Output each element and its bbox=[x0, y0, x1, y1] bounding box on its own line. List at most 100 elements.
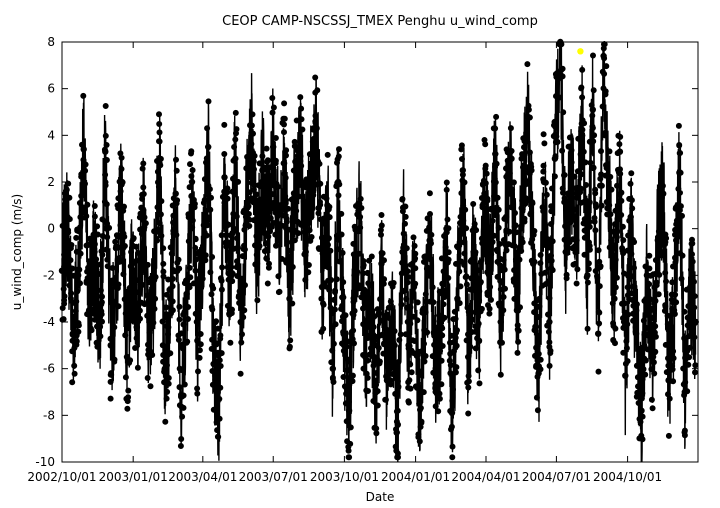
data-point bbox=[188, 178, 196, 186]
data-point bbox=[443, 225, 450, 232]
x-tick-label: 2003/07/01 bbox=[239, 470, 308, 484]
data-point bbox=[665, 377, 672, 384]
data-point bbox=[80, 146, 87, 153]
data-point bbox=[383, 377, 391, 384]
y-tick-label: 8 bbox=[47, 35, 55, 49]
data-point bbox=[259, 167, 266, 174]
data-point bbox=[670, 307, 678, 314]
data-point bbox=[324, 202, 331, 209]
data-point bbox=[486, 283, 494, 291]
y-tick-label: 0 bbox=[47, 222, 55, 236]
data-point bbox=[649, 353, 656, 361]
data-point bbox=[643, 272, 651, 279]
data-point bbox=[584, 272, 591, 279]
data-point bbox=[378, 260, 385, 267]
data-point bbox=[205, 143, 212, 151]
data-point bbox=[221, 174, 228, 181]
data-point bbox=[421, 307, 429, 314]
data-point bbox=[134, 314, 141, 321]
data-point bbox=[113, 283, 120, 291]
data-point bbox=[540, 178, 548, 186]
data-point bbox=[183, 290, 190, 298]
data-point bbox=[600, 52, 607, 60]
highlight-data-point bbox=[577, 48, 584, 55]
data-point bbox=[280, 160, 288, 167]
data-point bbox=[215, 395, 223, 403]
data-point bbox=[551, 155, 559, 162]
y-tick-label: -2 bbox=[43, 268, 55, 282]
data-marks bbox=[58, 38, 699, 463]
data-point bbox=[459, 167, 466, 174]
data-point bbox=[524, 113, 531, 120]
data-point bbox=[161, 365, 169, 372]
data-point bbox=[291, 190, 299, 197]
data-point bbox=[286, 295, 293, 302]
chart-title: CEOP CAMP-NSCSSJ_TMEX Penghu u_wind_comp bbox=[222, 14, 538, 29]
data-point bbox=[400, 204, 407, 211]
data-point bbox=[96, 323, 104, 330]
data-point bbox=[340, 330, 347, 337]
data-point bbox=[178, 393, 185, 400]
x-tick-label: 2003/01/01 bbox=[99, 470, 168, 484]
data-point bbox=[465, 353, 472, 361]
data-point bbox=[660, 190, 667, 197]
data-point bbox=[242, 213, 250, 221]
data-point bbox=[513, 307, 521, 314]
data-point bbox=[573, 237, 580, 244]
x-tick-label: 2004/10/01 bbox=[593, 470, 662, 484]
data-point bbox=[622, 372, 629, 379]
data-point bbox=[226, 307, 234, 314]
data-point bbox=[535, 370, 542, 377]
data-point bbox=[253, 260, 261, 267]
data-point bbox=[638, 407, 645, 414]
data-point bbox=[69, 330, 77, 337]
y-tick-label: 2 bbox=[47, 175, 55, 189]
data-point bbox=[150, 276, 158, 284]
data-point bbox=[345, 407, 353, 414]
data-point bbox=[172, 190, 179, 197]
data-point bbox=[502, 213, 510, 221]
data-point bbox=[313, 125, 320, 132]
x-tick-label: 2004/07/01 bbox=[522, 470, 591, 484]
data-point bbox=[448, 409, 456, 417]
x-tick-label: 2004/01/01 bbox=[381, 470, 450, 484]
data-point bbox=[356, 213, 364, 221]
data-point bbox=[605, 202, 613, 209]
data-point bbox=[75, 272, 82, 279]
data-point bbox=[297, 153, 304, 160]
data-point bbox=[91, 248, 98, 256]
data-point bbox=[389, 318, 396, 326]
data-point bbox=[681, 388, 688, 396]
data-point bbox=[275, 237, 282, 244]
data-point bbox=[562, 248, 569, 256]
plot-frame bbox=[61, 41, 699, 463]
data-point bbox=[481, 190, 488, 197]
data-point bbox=[237, 318, 244, 326]
data-point bbox=[351, 272, 358, 279]
y-axis-title: u_wind_comp (m/s) bbox=[10, 194, 24, 310]
data-point bbox=[497, 318, 504, 326]
data-point bbox=[427, 237, 434, 244]
data-point bbox=[410, 283, 418, 291]
data-point bbox=[194, 337, 201, 344]
data-point bbox=[107, 342, 114, 349]
series-dense-markers bbox=[59, 41, 699, 461]
data-point bbox=[589, 106, 596, 113]
data-point bbox=[210, 360, 217, 368]
data-point bbox=[102, 148, 109, 155]
data-point bbox=[85, 307, 93, 314]
data-point bbox=[232, 155, 239, 162]
data-point bbox=[248, 129, 255, 137]
data-point bbox=[307, 174, 315, 181]
data-point bbox=[654, 237, 661, 244]
data-point bbox=[118, 181, 125, 188]
data-point bbox=[475, 337, 483, 344]
data-point bbox=[627, 213, 634, 221]
data-point bbox=[264, 220, 271, 228]
data-point bbox=[508, 155, 515, 162]
data-point bbox=[329, 365, 336, 372]
data-point bbox=[156, 160, 163, 167]
data-point bbox=[145, 346, 152, 354]
x-tick-label: 2003/04/01 bbox=[168, 470, 237, 484]
